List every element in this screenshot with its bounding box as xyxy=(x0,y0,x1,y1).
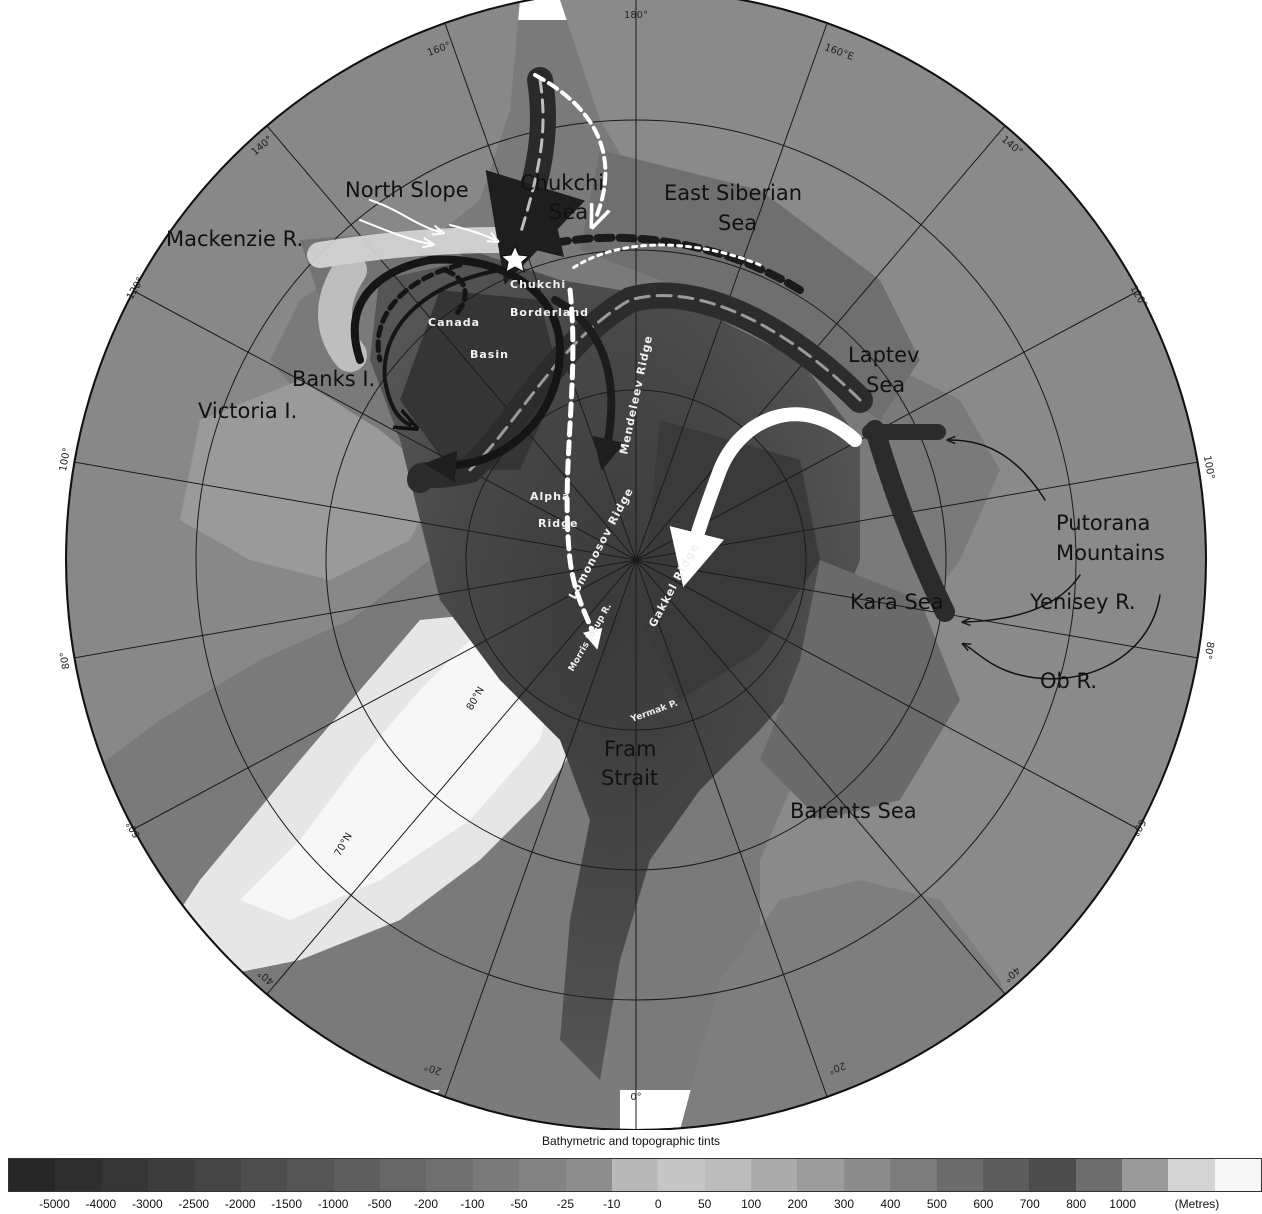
label-yenisey: Yenisey R. xyxy=(1029,590,1136,614)
legend-swatch xyxy=(287,1159,334,1191)
label-chukchi-borderland-2: Borderland xyxy=(510,306,589,319)
mackenzie-plume xyxy=(307,227,513,268)
legend-swatch xyxy=(1029,1159,1076,1191)
legend-value-label: 800 xyxy=(1066,1197,1087,1211)
label-laptev-sea-2: Sea xyxy=(866,373,905,397)
legend-value-label: -5000 xyxy=(39,1197,70,1211)
lon-label-80w: 80° xyxy=(59,651,73,670)
legend-value-label: 700 xyxy=(1019,1197,1040,1211)
fram-dashed-arrow xyxy=(564,287,603,650)
chukchi-dashed-arrow xyxy=(533,73,605,220)
legend-value-label: 600 xyxy=(973,1197,994,1211)
legend-swatch xyxy=(843,1159,891,1191)
legend-swatch xyxy=(658,1159,705,1191)
label-canada-basin-2: Basin xyxy=(470,348,509,361)
legend-value-label: -25 xyxy=(556,1197,574,1211)
lon-label-100w: 100° xyxy=(58,447,73,473)
legend-value-label: -10 xyxy=(603,1197,621,1211)
legend-value-label: 1000 xyxy=(1109,1197,1137,1211)
legend-swatch xyxy=(936,1159,983,1191)
label-banks-island: Banks I. xyxy=(292,367,375,391)
legend-swatch xyxy=(751,1159,798,1191)
legend-value-label: 500 xyxy=(926,1197,947,1211)
legend-value-label: -200 xyxy=(413,1197,439,1211)
label-chukchi-sea: Chukchi xyxy=(520,171,604,195)
flow-arrows xyxy=(307,67,1161,680)
label-fram-strait-2: Strait xyxy=(601,766,658,790)
label-chukchi-borderland: Chukchi xyxy=(510,278,566,291)
label-laptev-sea: Laptev xyxy=(848,343,919,367)
legend-value-label: 100 xyxy=(741,1197,762,1211)
label-north-slope: North Slope xyxy=(345,178,469,202)
land-siberia xyxy=(560,0,1206,1130)
legend-swatch xyxy=(982,1159,1030,1191)
legend-swatch xyxy=(472,1159,520,1191)
legend-value-label: -3000 xyxy=(131,1197,163,1211)
legend-labels: -5000 -4000 -3000 -2500 -2000 -1500 -1000 -500-… xyxy=(8,1197,1262,1213)
legend-swatch xyxy=(1168,1159,1215,1191)
legend-value-label: -50 xyxy=(510,1197,528,1211)
label-barents-sea: Barents Sea xyxy=(790,799,917,823)
legend-value-label: -4000 xyxy=(85,1197,117,1211)
label-east-siberian-sea: East Siberian xyxy=(664,181,802,205)
legend-swatch xyxy=(148,1159,195,1191)
legend-swatch xyxy=(1122,1159,1169,1191)
legend-value-label: 300 xyxy=(833,1197,855,1211)
label-mackenzie: Mackenzie R. xyxy=(166,227,303,251)
label-chukchi-sea-2: Sea xyxy=(549,200,588,224)
legend-swatch xyxy=(1214,1159,1262,1191)
legend-swatch xyxy=(333,1159,380,1191)
legend-value-label: 50 xyxy=(697,1197,712,1211)
legend-swatch xyxy=(240,1159,288,1191)
graticule xyxy=(66,0,1206,1130)
legend-swatch xyxy=(194,1159,241,1191)
legend-swatch xyxy=(519,1159,566,1191)
legend-swatch xyxy=(55,1159,102,1191)
legend-title: Bathymetric and topographic tints xyxy=(541,1134,721,1148)
label-east-siberian-sea-2: Sea xyxy=(718,211,757,235)
legend-swatch xyxy=(611,1159,659,1191)
study-site-star xyxy=(499,244,531,274)
legend-swatch xyxy=(797,1159,844,1191)
label-victoria-island: Victoria I. xyxy=(198,399,297,423)
lon-label-0: 0° xyxy=(630,1092,641,1103)
legend-value-label: 400 xyxy=(880,1197,901,1211)
legend-value-label: -2000 xyxy=(224,1197,256,1211)
kara-outflow-arrow xyxy=(865,420,955,622)
legend-value-label: -1000 xyxy=(317,1197,349,1211)
lon-label-80e: 80° xyxy=(1202,641,1216,660)
legend-value-label: -2500 xyxy=(178,1197,210,1211)
arctic-map: 180° 160°E 160° 140° 140° 120° 120° 100°… xyxy=(58,0,1216,1130)
land-archipelago xyxy=(180,380,440,580)
legend-value-label: 200 xyxy=(787,1197,808,1211)
legend-value-label: -100 xyxy=(460,1197,485,1211)
label-canada-basin: Canada xyxy=(428,316,480,329)
lon-label-180: 180° xyxy=(624,10,648,21)
label-kara-sea: Kara Sea xyxy=(850,590,944,614)
label-ob: Ob R. xyxy=(1040,669,1097,693)
legend-swatch xyxy=(9,1159,56,1191)
laptev-white-arrow xyxy=(669,407,862,588)
beaufort-gyre-arrow xyxy=(350,255,565,483)
legend-value-label: -1500 xyxy=(271,1197,303,1211)
legend-swatch xyxy=(426,1159,473,1191)
legend-swatch xyxy=(890,1159,937,1191)
lon-label-100e: 100° xyxy=(1201,455,1216,481)
label-alpha-ridge-2: Ridge xyxy=(538,517,578,530)
legend-swatch xyxy=(565,1159,612,1191)
legend-value-label: -500 xyxy=(367,1197,392,1211)
legend-swatch xyxy=(1075,1159,1122,1191)
legend-swatch xyxy=(101,1159,149,1191)
legend-value-label: 0 xyxy=(654,1197,662,1211)
label-putorana: Putorana xyxy=(1056,511,1150,535)
legend-unit-label: (Metres) xyxy=(1174,1197,1220,1211)
label-fram-strait: Fram xyxy=(604,737,657,761)
label-alpha-ridge: Alpha xyxy=(530,490,570,503)
legend-swatch xyxy=(380,1159,427,1191)
east-siberian-dashed-arrow xyxy=(529,225,804,294)
legend-swatch xyxy=(704,1159,751,1191)
legend-color-bar xyxy=(8,1158,1262,1192)
label-putorana-2: Mountains xyxy=(1056,541,1165,565)
